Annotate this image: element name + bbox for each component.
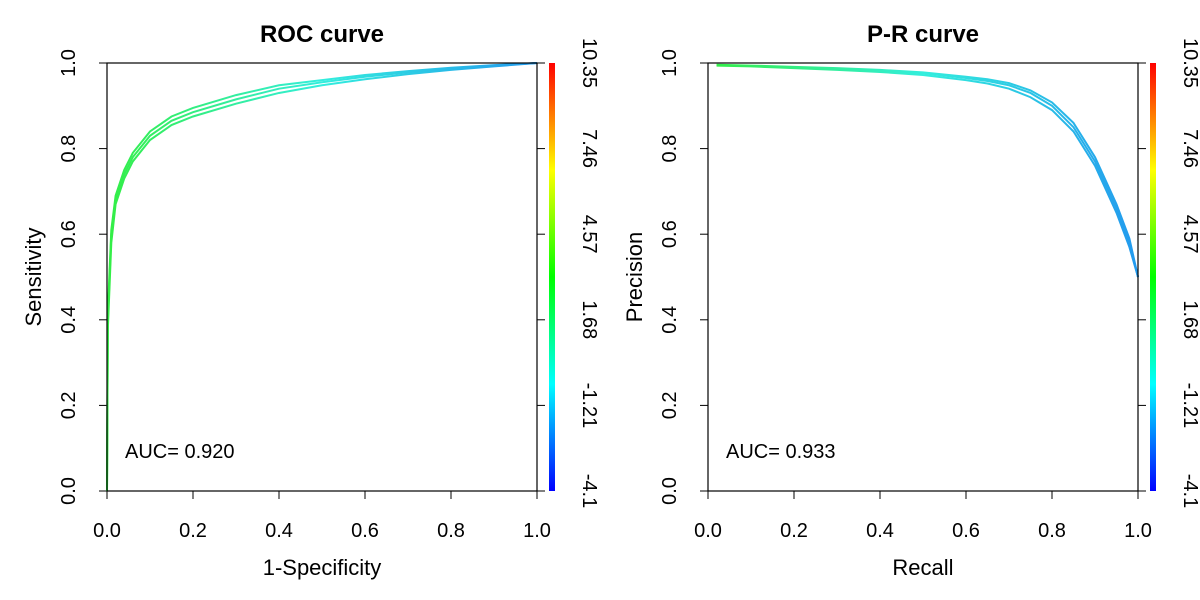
y-axis-label: Precision [622, 232, 647, 322]
plot-frame [707, 62, 1139, 492]
colorbar-tick-label: 10.35 [578, 38, 600, 88]
x-tick-label: 1.0 [523, 520, 551, 542]
x-tick-label: 0.0 [694, 520, 722, 542]
annotation: AUC= 0.933 [726, 441, 836, 463]
annotation: AUC= 0.920 [125, 441, 235, 463]
y-tick-label: 0.2 [659, 391, 681, 419]
x-tick-label: 1.0 [1124, 520, 1152, 542]
x-tick-label: 0.4 [866, 520, 894, 542]
colorbar-tick-label: -1.21 [1179, 383, 1200, 429]
x-tick-label: 0.2 [780, 520, 808, 542]
y-tick-label: 0.4 [659, 306, 681, 334]
y-tick-label: 0.8 [659, 135, 681, 163]
roc-line [106, 62, 538, 492]
colorbar-tick-label: 1.68 [1179, 300, 1200, 339]
colorbar-tick-label: 7.46 [1179, 129, 1200, 168]
y-tick-label: 0.6 [659, 220, 681, 248]
roc-line [106, 62, 538, 492]
colorbar-tick-label: 4.57 [1179, 215, 1200, 254]
y-tick-label: 0.0 [58, 477, 80, 505]
y-tick-label: 1.0 [58, 49, 80, 77]
y-axis-label: Sensitivity [21, 227, 46, 326]
colorbar-tick-label: 7.46 [578, 129, 600, 168]
x-tick-label: 0.0 [93, 520, 121, 542]
y-tick-label: 0.0 [659, 477, 681, 505]
colorbar [1150, 63, 1156, 491]
x-tick-label: 0.6 [351, 520, 379, 542]
roc-line [106, 62, 538, 492]
colorbar-tick-label: -1.21 [578, 383, 600, 429]
y-tick-label: 0.4 [58, 306, 80, 334]
colorbar [549, 63, 555, 491]
roc-line [716, 64, 1139, 278]
x-tick-label: 0.2 [179, 520, 207, 542]
colorbar-tick-label: 4.57 [578, 215, 600, 254]
y-tick-label: 1.0 [659, 49, 681, 77]
roc-line [716, 63, 1139, 278]
chart-title: P-R curve [867, 21, 979, 48]
x-tick-label: 0.8 [437, 520, 465, 542]
x-axis-label: Recall [892, 555, 953, 580]
colorbar-tick-label: -4.1 [1179, 474, 1200, 508]
colorbar-tick-label: -4.1 [578, 474, 600, 508]
x-tick-label: 0.4 [265, 520, 293, 542]
x-tick-label: 0.6 [952, 520, 980, 542]
roc-line [716, 64, 1139, 278]
colorbar-tick-label: 1.68 [578, 300, 600, 339]
chart-title: ROC curve [260, 21, 384, 48]
plot-frame [106, 62, 538, 492]
y-tick-label: 0.2 [58, 391, 80, 419]
x-axis-label: 1-Specificity [263, 555, 382, 580]
y-tick-label: 0.6 [58, 220, 80, 248]
x-tick-label: 0.8 [1038, 520, 1066, 542]
colorbar-tick-label: 10.35 [1179, 38, 1200, 88]
y-tick-label: 0.8 [58, 135, 80, 163]
